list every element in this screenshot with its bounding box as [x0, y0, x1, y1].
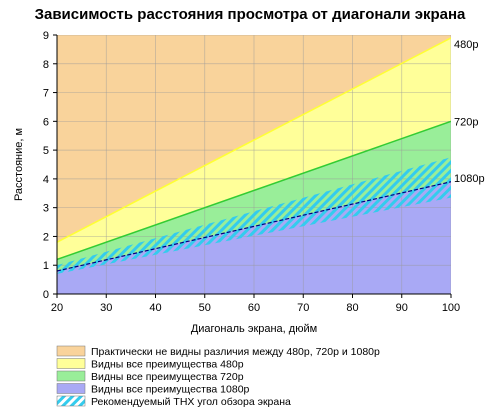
x-tick-label: 50 — [199, 302, 211, 314]
y-tick-label: 7 — [43, 88, 49, 100]
legend-swatch — [56, 358, 86, 369]
y-tick-label: 9 — [43, 30, 49, 42]
legend-label: Видны все преимущества 1080p — [91, 384, 250, 396]
y-tick-label: 4 — [43, 174, 49, 186]
y-tick-label: 5 — [43, 145, 49, 157]
series-label-1080p: 1080p — [454, 173, 485, 185]
plot-area — [57, 35, 451, 294]
series-label-480p: 480p — [454, 39, 478, 51]
y-tick-label: 2 — [43, 231, 49, 243]
line-480p — [57, 37, 451, 243]
y-tick-label: 6 — [43, 116, 49, 128]
y-tick-label: 8 — [43, 59, 49, 71]
x-tick-label: 30 — [100, 302, 112, 314]
y-tick-label: 3 — [43, 203, 49, 215]
line-1080p — [57, 181, 451, 272]
x-tick-label: 70 — [297, 302, 309, 314]
x-tick-label: 20 — [51, 302, 63, 314]
x-axis-label: Диагональ экрана, дюйм — [191, 323, 317, 335]
legend-label: Видны все преимущества 720p — [91, 371, 244, 383]
series-label-720p: 720p — [454, 116, 478, 128]
legend-label: Практически не видны различия между 480p… — [91, 346, 380, 358]
y-tick-label: 1 — [43, 260, 49, 272]
x-tick-label: 60 — [248, 302, 260, 314]
x-tick-label: 80 — [346, 302, 358, 314]
y-tick-label: 0 — [43, 289, 49, 301]
legend-label: Видны все преимущества 480p — [91, 359, 244, 371]
legend-swatch — [56, 345, 86, 357]
legend-swatch — [56, 370, 86, 382]
legend-swatch — [56, 395, 86, 407]
legend-swatch — [56, 383, 86, 394]
x-tick-label: 90 — [396, 302, 408, 314]
line-720p — [57, 120, 451, 261]
x-tick-label: 40 — [149, 302, 161, 314]
x-tick-label: 100 — [442, 302, 460, 314]
y-axis-label: Расстояние, м — [13, 128, 25, 201]
thx-band — [57, 157, 451, 274]
axes: 20 30 40 50 60 70 80 90 100 0 1 2 3 4 5 6 7 8 9 Диагональ э… — [13, 30, 485, 335]
chart-title: Зависимость расстояния просмотра от диаг… — [34, 6, 466, 23]
legend: Практически не видны различия между 480p… — [56, 345, 380, 408]
legend-label: Рекомендуемый THX угол обзора экрана — [91, 396, 291, 408]
